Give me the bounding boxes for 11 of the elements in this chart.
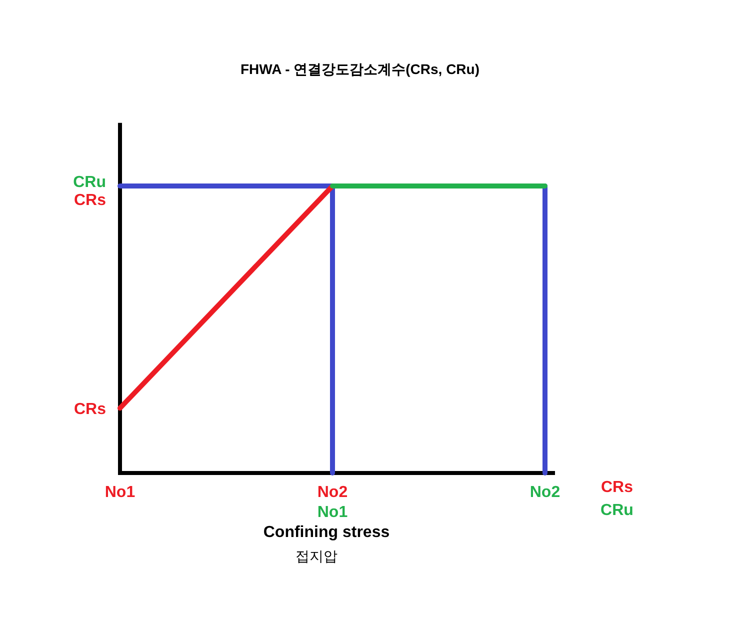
x-tick-label: No2 <box>530 484 560 501</box>
text: 접지압 <box>296 548 338 564</box>
text: CRu <box>73 174 106 191</box>
text: CRs <box>600 479 634 496</box>
text: CRu <box>600 502 634 519</box>
chart-title: FHWA - 연결강도감소계수(CRs, CRu) <box>240 61 480 77</box>
text: CRs <box>74 192 106 209</box>
x-tick-label: No2 No1 <box>317 484 348 521</box>
x-tick-label: No1 <box>104 484 136 501</box>
x-axis-title: Confining stress <box>263 524 390 541</box>
text: CRs <box>74 401 106 418</box>
